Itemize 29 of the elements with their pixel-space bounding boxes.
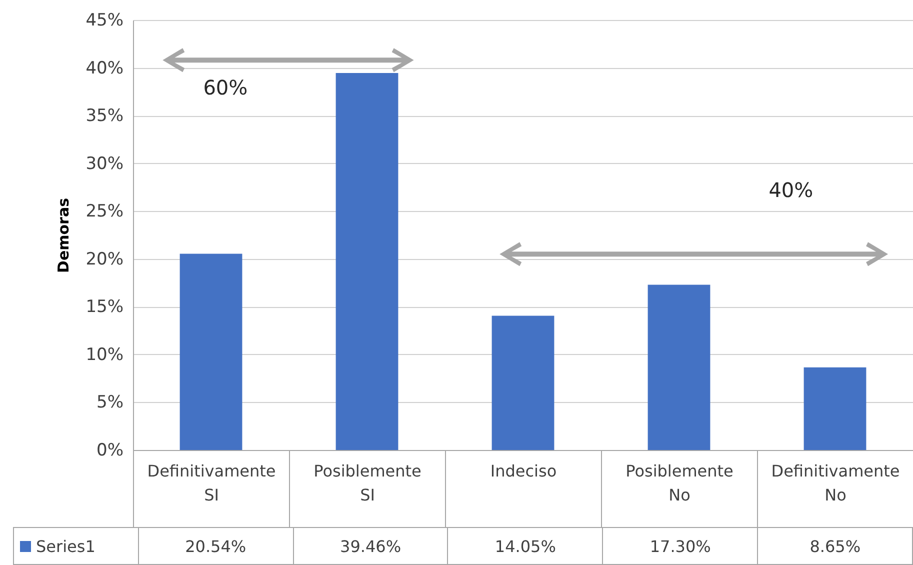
x-tick-label: Definitivamente SI xyxy=(147,462,276,504)
y-tick-label: 15% xyxy=(86,297,124,318)
annotation: 40% xyxy=(768,178,814,202)
bar xyxy=(492,316,554,450)
legend-label: Series1 xyxy=(14,528,138,564)
bar xyxy=(180,254,242,450)
bar xyxy=(648,284,710,450)
y-tick-label: 0% xyxy=(96,440,124,460)
y-tick-label: 35% xyxy=(86,106,124,126)
x-tick-label: Indeciso xyxy=(490,462,557,480)
x-tick-label: Definitivamente No xyxy=(771,462,900,504)
x-tick-label: Posiblemente SI xyxy=(314,462,422,504)
x-tick-label: Posiblemente No xyxy=(626,462,734,504)
data-label: 20.54% xyxy=(138,528,294,564)
y-tick-label: 40% xyxy=(86,58,124,78)
y-tick-label: 25% xyxy=(86,202,124,222)
y-tick-label: 10% xyxy=(86,344,124,365)
data-label: 14.05% xyxy=(448,528,603,564)
y-tick-label: 20% xyxy=(86,249,124,270)
y-tick-label: 5% xyxy=(96,392,124,413)
data-label: 17.30% xyxy=(602,528,758,564)
y-axis-title: Demoras xyxy=(54,198,73,274)
y-tick-label: 30% xyxy=(86,154,124,174)
y-tick-label: 45% xyxy=(86,10,124,30)
data-label: 8.65% xyxy=(758,528,912,564)
annotation: 60% xyxy=(203,76,248,100)
data-label: 39.46% xyxy=(293,528,448,564)
bar xyxy=(336,72,398,450)
bar xyxy=(804,367,866,450)
